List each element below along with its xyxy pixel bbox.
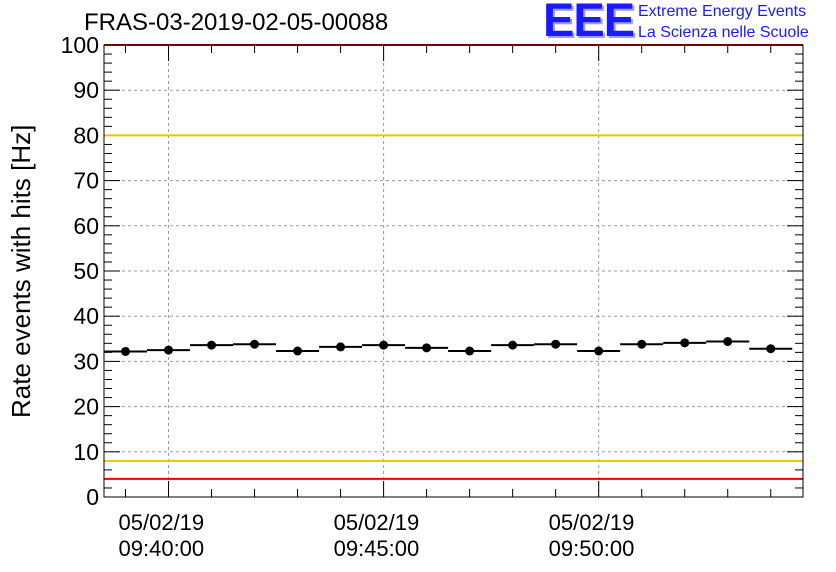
y-tick-label: 20 [73,394,99,420]
y-tick-label: 100 [61,32,99,58]
plot-frame [103,44,804,498]
data-point [551,339,561,349]
data-point [121,346,131,356]
x-tick-date: 05/02/19 [333,510,420,535]
data-point [207,340,217,350]
data-point [680,338,690,348]
y-tick-label: 50 [73,258,99,284]
y-tick-label: 70 [73,168,99,194]
x-tick-time: 09:40:00 [118,536,205,561]
y-tick-label: 0 [86,484,99,510]
data-point [250,339,260,349]
data-point [637,339,647,349]
x-tick-time: 09:45:00 [333,536,420,561]
data-point [594,346,604,356]
data-point [508,340,518,350]
y-tick-label: 60 [73,213,99,239]
y-axis-label: Rate events with hits [Hz] [6,124,36,418]
y-tick-label: 10 [73,439,99,465]
x-tick-date: 05/02/19 [548,510,635,535]
x-tick-label: 05/02/19 09:45:00 [334,510,420,562]
x-tick-date: 05/02/19 [118,510,205,535]
logo-line-1: Extreme Energy Events [638,3,807,20]
x-tick-label: 05/02/19 09:40:00 [119,510,205,562]
data-point [336,342,346,352]
data-point [293,346,303,356]
chart-title: FRAS-03-2019-02-05-00088 [84,9,389,36]
data-point [164,345,174,355]
x-tick-label: 05/02/19 09:50:00 [549,510,635,562]
eee-logo: EEE [543,0,635,46]
data-point [465,346,475,356]
logo-line-2: La Scienza nelle Scuole [638,24,809,41]
data-point [422,343,432,353]
data-point [766,344,776,354]
x-tick-time: 09:50:00 [548,536,635,561]
y-tick-label: 30 [73,348,99,374]
y-tick-label: 90 [73,77,99,103]
y-tick-label: 40 [73,303,99,329]
y-tick-label: 80 [73,122,99,148]
data-point [379,340,389,350]
data-point [723,337,733,347]
